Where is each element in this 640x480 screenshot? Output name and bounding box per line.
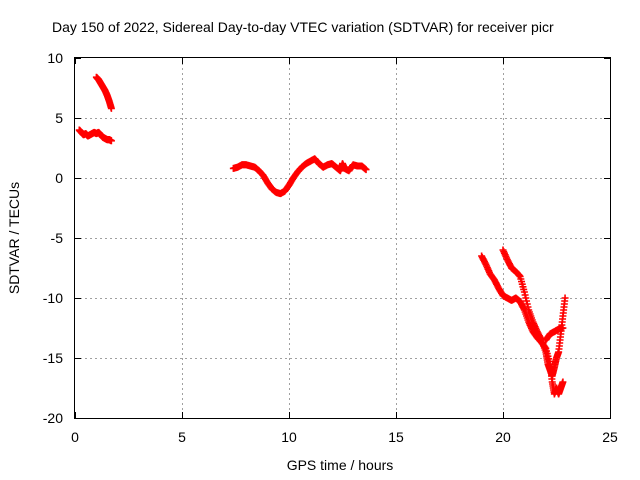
y-axis-label: SDTVAR / TECUs <box>6 182 22 294</box>
data-point <box>362 166 370 174</box>
data-point <box>107 137 115 145</box>
ticks: 0 5 10 15 20 25 -20 -15 -10 -5 0 5 10 <box>43 50 618 445</box>
data-point <box>107 104 115 112</box>
y-tick-label: -10 <box>43 290 63 306</box>
x-tick-label: 0 <box>71 429 79 445</box>
y-tick-label: -20 <box>43 410 63 426</box>
y-tick-label: 0 <box>55 170 63 186</box>
series-arc-b <box>92 73 115 112</box>
x-axis-label: GPS time / hours <box>287 457 394 473</box>
plot-frame <box>74 57 611 419</box>
y-tick-label: 10 <box>47 50 63 66</box>
chart-title: Day 150 of 2022, Sidereal Day-to-day VTE… <box>52 19 554 35</box>
data-series <box>75 73 569 398</box>
series-arc-f <box>542 324 567 344</box>
y-tick-label: -5 <box>51 230 64 246</box>
series-arc-d <box>478 252 567 398</box>
x-tick-label: 5 <box>178 429 186 445</box>
x-tick-label: 10 <box>281 429 297 445</box>
y-tick-label: 5 <box>55 110 63 126</box>
y-tick-label: -15 <box>43 350 63 366</box>
series-arc-c <box>229 155 370 198</box>
x-tick-label: 20 <box>495 429 511 445</box>
series-arc-a <box>75 126 115 145</box>
x-tick-label: 15 <box>388 429 404 445</box>
data-point <box>561 294 569 302</box>
data-point <box>559 324 567 332</box>
x-tick-label: 25 <box>602 429 618 445</box>
data-point <box>559 378 567 386</box>
